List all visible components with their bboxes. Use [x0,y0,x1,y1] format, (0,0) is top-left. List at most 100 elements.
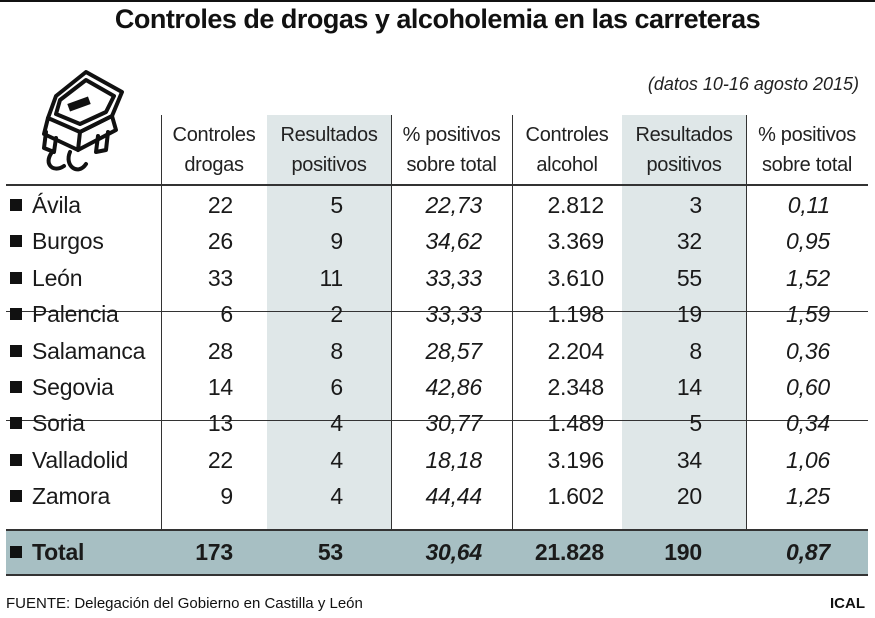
table-cell: 44,44 [425,483,482,510]
table-cell: 0,95 [786,228,830,255]
bullet-icon [10,235,22,248]
column-header: % positivos sobre total [746,120,868,180]
province-name: Valladolid [10,444,160,476]
province-name: Segovia [10,371,160,403]
table-cell: 22 [207,192,233,218]
row-divider [6,184,868,186]
column-divider [512,115,513,530]
table-cell: 3.369 [547,228,604,255]
column-header: Resultados positivos [267,120,391,180]
total-value: 190 [664,539,702,565]
table-cell: 2 [330,301,343,328]
table-cell: 28 [207,337,233,364]
bullet-icon [10,417,22,430]
table-cell: 19 [676,301,702,328]
column-divider [161,115,162,530]
table-cell: 6 [220,301,233,328]
table-cell: 2.348 [547,374,604,400]
table-cell: 55 [676,264,702,291]
table-cell: 32 [676,228,702,255]
table-cell: 20 [676,483,702,510]
province-name: Salamanca [10,335,160,367]
column-header-line2: alcohol [536,154,598,176]
column-header: Controles alcohol [512,120,622,180]
bullet-icon [10,453,22,466]
total-value: 21.828 [534,539,604,565]
bullet-icon [10,271,22,284]
row-label: Salamanca [32,337,146,364]
page-title: Controles de drogas y alcoholemia en las… [114,4,761,34]
total-value: 173 [195,539,233,565]
table-cell: 5 [330,192,343,218]
row-label: León [32,264,83,291]
total-row-bg [6,530,868,575]
column-header-line2: sobre total [761,154,853,176]
total-value: 53 [317,539,343,565]
table-cell: 1,25 [786,483,830,510]
column-divider [746,115,747,530]
column-header-line2: sobre total [406,154,497,176]
date-range: (datos 10-16 agosto 2015) [647,74,859,94]
table-cell: 3 [689,192,702,218]
column-header: Controles drogas [161,120,267,180]
province-name: Burgos [10,225,160,257]
table-cell: 28,57 [425,337,482,364]
table-cell: 1.602 [547,483,604,510]
bullet-icon [10,199,22,211]
province-name: Soria [10,407,160,439]
column-header-line1: Controles [525,124,609,146]
table-cell: 18,18 [425,446,482,473]
source-note: FUENTE: Delegación del Gobierno en Casti… [6,595,363,612]
column-header-line2: positivos [646,154,722,176]
table-cell: 14 [676,374,702,400]
row-label: Burgos [32,228,104,255]
table-cell: 22,73 [425,192,482,218]
table-cell: 42,86 [425,374,482,400]
table-cell: 1,06 [786,446,830,473]
table-cell: 26 [207,228,233,255]
province-name: León [10,262,160,294]
column-header: % positivos sobre total [391,120,512,180]
table-cell: 2.812 [547,192,604,218]
table-cell: 0,36 [786,337,830,364]
column-divider [391,115,392,530]
table-cell: 3.196 [547,446,604,473]
row-divider [6,311,868,312]
row-label: Soria [32,410,85,437]
column-header-line2: positivos [291,154,367,176]
table-cell: 33,33 [425,264,482,291]
table-cell: 33,33 [425,301,482,328]
brand-label: ICAL [830,595,865,612]
bullet-icon [10,490,22,503]
bullet-icon [10,344,22,357]
province-name: Palencia [10,298,160,330]
table-cell: 8 [330,337,343,364]
table-cell: 1,59 [786,301,830,328]
table-cell: 34,62 [425,228,482,255]
table-cell: 30,77 [425,410,482,437]
table-cell: 22 [207,446,233,473]
row-label: Segovia [32,374,114,400]
table-cell: 9 [330,228,343,255]
top-rule [0,0,875,2]
table-cell: 1.489 [547,410,604,437]
column-header-line1: Resultados [635,124,733,146]
table-cell: 1,52 [786,264,830,291]
bullet-icon [10,546,22,558]
table-cell: 6 [330,374,343,400]
row-divider [6,574,868,576]
table-cell: 33 [207,264,233,291]
total-value: 30,64 [425,539,482,565]
table-cell: 0,34 [786,410,830,437]
column-header-line1: % positivos [758,124,856,146]
table-cell: 14 [207,374,233,400]
table-cell: 8 [689,337,702,364]
row-divider [6,529,868,531]
table-cell: 2.204 [547,337,604,364]
table-cell: 3.610 [547,264,604,291]
table-cell: 11 [319,264,344,291]
column-header-line1: % positivos [402,124,501,146]
total-label: Total [10,536,160,568]
row-label: Zamora [32,483,111,510]
table-cell: 4 [330,446,343,473]
